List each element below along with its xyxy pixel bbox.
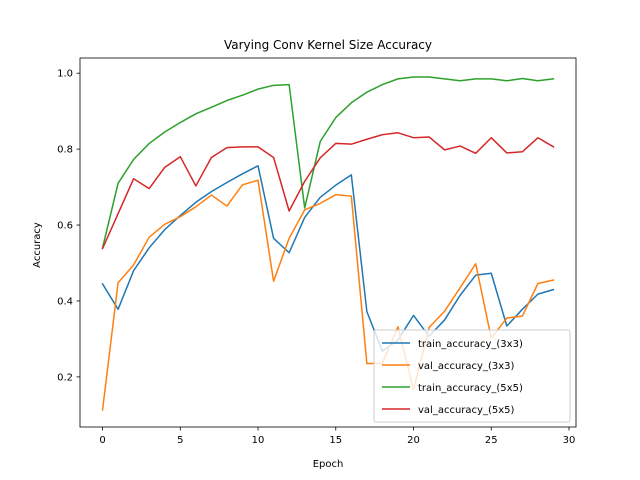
x-tick-label: 0 bbox=[99, 435, 105, 446]
x-tick-label: 20 bbox=[407, 435, 420, 446]
y-tick-label: 0.6 bbox=[57, 221, 73, 232]
x-axis-label: Epoch bbox=[313, 459, 344, 470]
y-tick-label: 0.8 bbox=[57, 145, 73, 156]
y-tick-label: 0.4 bbox=[57, 296, 73, 307]
x-axis: 0 5 10 15 20 25 30 bbox=[99, 427, 575, 446]
legend-label-0: train_accuracy_(3x3) bbox=[418, 339, 523, 350]
legend-label-2: train_accuracy_(5x5) bbox=[418, 383, 523, 394]
legend-box bbox=[373, 329, 571, 423]
series-line-3 bbox=[101, 132, 555, 250]
series-line-2 bbox=[101, 76, 555, 249]
y-tick-label: 0.2 bbox=[57, 372, 73, 383]
y-axis: 0.2 0.4 0.6 0.8 1.0 bbox=[57, 69, 80, 383]
chart-title: Varying Conv Kernel Size Accuracy bbox=[224, 38, 432, 52]
legend-label-3: val_accuracy_(5x5) bbox=[418, 405, 514, 416]
axes-frame bbox=[79, 57, 577, 428]
x-tick-label: 10 bbox=[252, 435, 265, 446]
x-tick-label: 25 bbox=[485, 435, 498, 446]
legend-label-1: val_accuracy_(3x3) bbox=[418, 361, 514, 372]
y-tick-label: 1.0 bbox=[57, 69, 73, 80]
x-tick-label: 15 bbox=[329, 435, 342, 446]
x-tick-label: 30 bbox=[563, 435, 576, 446]
legend: train_accuracy_(3x3) val_accuracy_(3x3)tr… bbox=[373, 329, 571, 423]
x-tick-label: 5 bbox=[177, 435, 183, 446]
plot-area bbox=[79, 57, 577, 428]
y-axis-label: Accuracy bbox=[32, 222, 43, 268]
series-line-1 bbox=[101, 179, 555, 411]
